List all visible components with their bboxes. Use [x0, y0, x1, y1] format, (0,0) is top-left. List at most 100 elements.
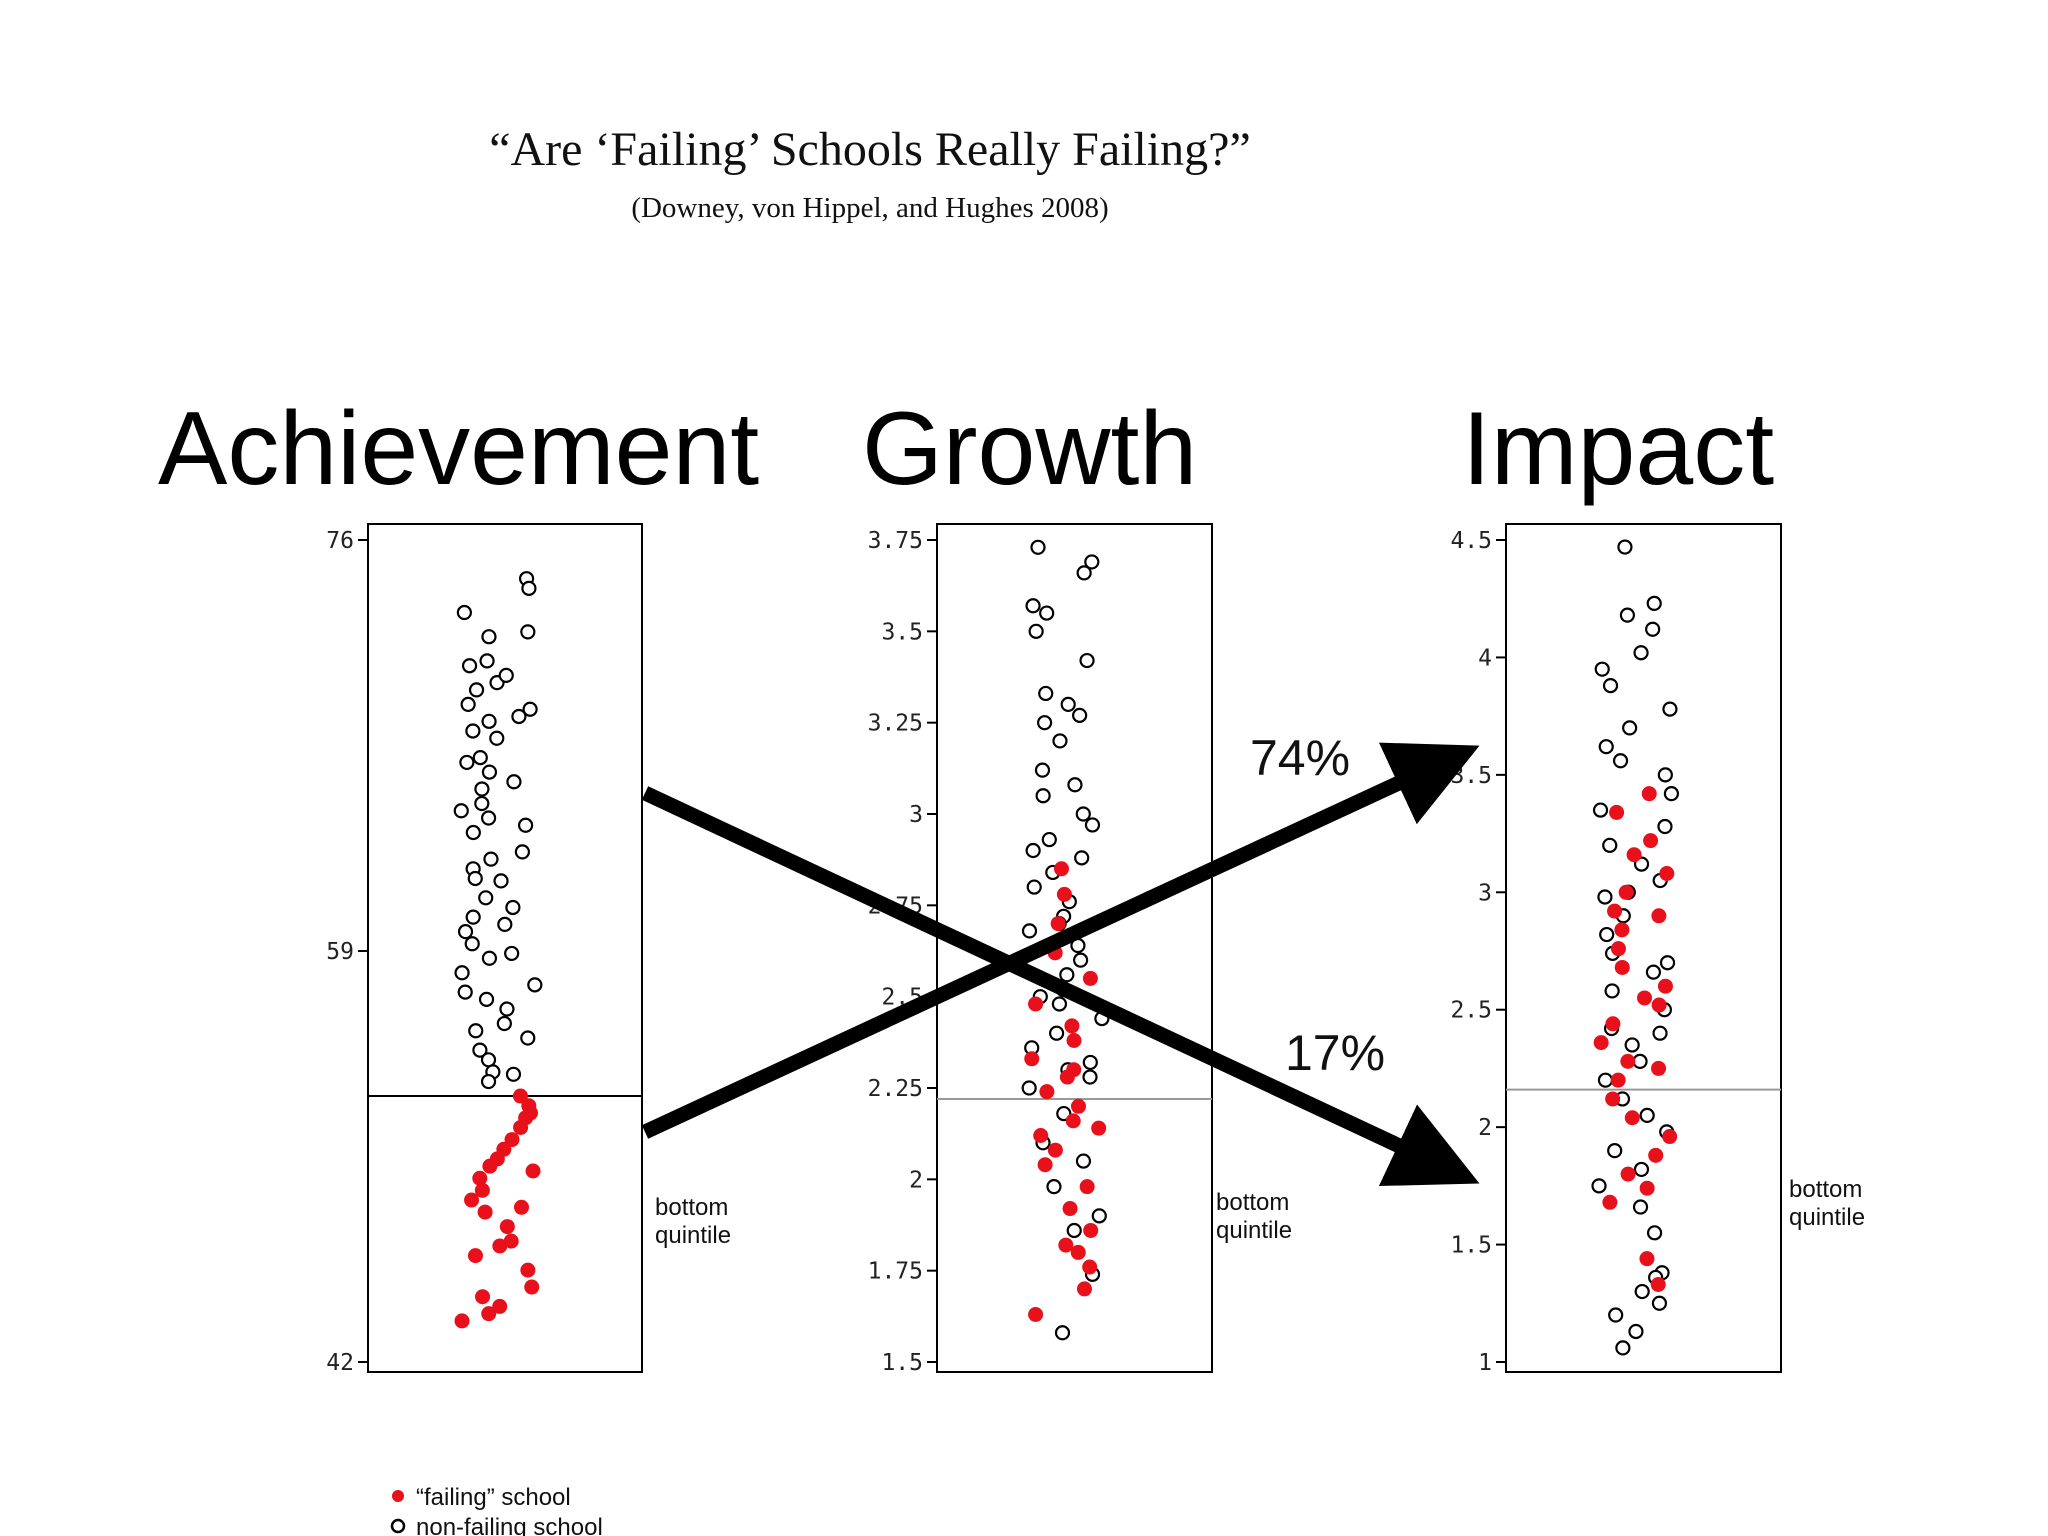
citation: (Downey, von Hippel, and Hughes 2008)	[631, 192, 1109, 224]
point-failing	[1614, 959, 1630, 975]
point-nonfailing	[498, 667, 514, 683]
arrow-bottom-to-top	[641, 742, 1480, 1139]
cutoff-label: bottom	[655, 1194, 728, 1221]
legend-nonfailing-label: non-failing school	[416, 1514, 603, 1536]
point-nonfailing	[1073, 952, 1089, 968]
scatter-panel-1: 1.51.7522.252.52.7533.253.53.75bottomqui…	[868, 523, 1292, 1376]
point-failing	[1648, 1147, 1664, 1163]
point-failing	[525, 1163, 541, 1179]
point-nonfailing	[481, 629, 497, 645]
point-failing	[1610, 941, 1626, 957]
point-nonfailing	[1067, 777, 1083, 793]
point-failing	[1659, 865, 1675, 881]
point-nonfailing	[467, 870, 483, 887]
point-failing	[1024, 1051, 1040, 1067]
point-nonfailing	[1030, 539, 1046, 555]
point-nonfailing	[481, 950, 498, 966]
point-failing	[1039, 1084, 1055, 1100]
point-failing	[454, 1313, 470, 1329]
point-nonfailing	[465, 909, 481, 925]
point-nonfailing	[468, 1023, 484, 1039]
y-tick-label: 3	[1478, 880, 1492, 906]
point-nonfailing	[1021, 923, 1038, 939]
point-nonfailing	[517, 817, 534, 833]
point-nonfailing	[1602, 678, 1619, 694]
cutoff-label: bottom	[1789, 1176, 1862, 1203]
point-nonfailing	[480, 1073, 497, 1090]
point-nonfailing	[465, 723, 481, 739]
point-nonfailing	[1049, 1025, 1065, 1041]
point-nonfailing	[1607, 1143, 1623, 1159]
legend-nonfailing-marker	[390, 1518, 406, 1534]
point-nonfailing	[1602, 837, 1618, 853]
y-tick-label: 1.75	[868, 1259, 923, 1285]
point-nonfailing	[1039, 605, 1055, 621]
point-nonfailing	[1597, 889, 1613, 905]
point-failing	[474, 1182, 490, 1198]
point-nonfailing	[1657, 818, 1673, 835]
y-tick-label: 1.5	[881, 1350, 923, 1376]
point-failing	[1079, 1179, 1095, 1195]
point-failing	[1650, 1276, 1666, 1292]
point-failing	[1065, 1113, 1081, 1129]
point-failing	[1618, 884, 1634, 900]
point-nonfailing	[1076, 565, 1092, 581]
point-failing	[499, 1219, 515, 1235]
point-failing	[1657, 978, 1673, 994]
y-tick-label: 3.25	[868, 711, 923, 737]
point-failing	[1605, 1016, 1621, 1032]
point-nonfailing	[1591, 1178, 1607, 1194]
arrow-top-to-bottom	[641, 786, 1480, 1187]
point-nonfailing	[499, 1001, 515, 1017]
point-nonfailing	[514, 844, 530, 860]
plot-frame	[1505, 523, 1782, 1373]
point-nonfailing	[1592, 802, 1609, 818]
point-failing	[512, 1088, 528, 1104]
point-nonfailing	[1026, 879, 1042, 895]
point-nonfailing	[1079, 652, 1095, 669]
point-failing	[1053, 861, 1069, 877]
plot-frame	[936, 523, 1213, 1373]
panel-heading-growth: Growth	[862, 391, 1198, 507]
point-nonfailing	[1628, 1323, 1644, 1340]
point-nonfailing	[456, 604, 472, 621]
y-tick-label: 3.5	[881, 619, 923, 645]
point-nonfailing	[1025, 842, 1041, 859]
point-failing	[520, 1262, 536, 1278]
point-nonfailing	[1075, 1153, 1092, 1169]
point-nonfailing	[520, 624, 536, 640]
point-nonfailing	[1028, 623, 1044, 639]
legend-failing-label: “failing” school	[416, 1484, 571, 1511]
point-failing	[1624, 1110, 1640, 1126]
point-nonfailing	[505, 1066, 522, 1082]
point-nonfailing	[1597, 1072, 1614, 1088]
point-failing	[1651, 908, 1667, 924]
point-nonfailing	[1645, 964, 1662, 980]
point-nonfailing	[1646, 595, 1662, 612]
point-nonfailing	[504, 945, 520, 962]
point-nonfailing	[1052, 733, 1068, 749]
point-nonfailing	[1604, 983, 1620, 999]
point-failing	[1070, 1244, 1086, 1260]
y-tick-label: 4	[1478, 645, 1492, 671]
point-failing	[1643, 833, 1659, 849]
slide-title: “Are ‘Failing’ Schools Really Failing?”	[489, 123, 1251, 176]
point-failing	[1614, 922, 1630, 938]
point-nonfailing	[474, 781, 490, 797]
point-nonfailing	[1634, 1283, 1650, 1300]
point-nonfailing	[1054, 1325, 1071, 1341]
point-failing	[1620, 1053, 1636, 1069]
point-nonfailing	[472, 1042, 488, 1058]
point-failing	[1050, 916, 1066, 932]
point-nonfailing	[457, 924, 474, 940]
point-failing	[475, 1289, 491, 1305]
point-nonfailing	[1051, 996, 1068, 1012]
point-nonfailing	[521, 580, 537, 596]
point-nonfailing	[1633, 1161, 1650, 1178]
point-failing	[1641, 786, 1657, 802]
point-nonfailing	[480, 810, 497, 826]
point-nonfailing	[1599, 926, 1615, 943]
point-nonfailing	[1074, 850, 1090, 866]
y-tick-label: 3.5	[1450, 763, 1492, 789]
